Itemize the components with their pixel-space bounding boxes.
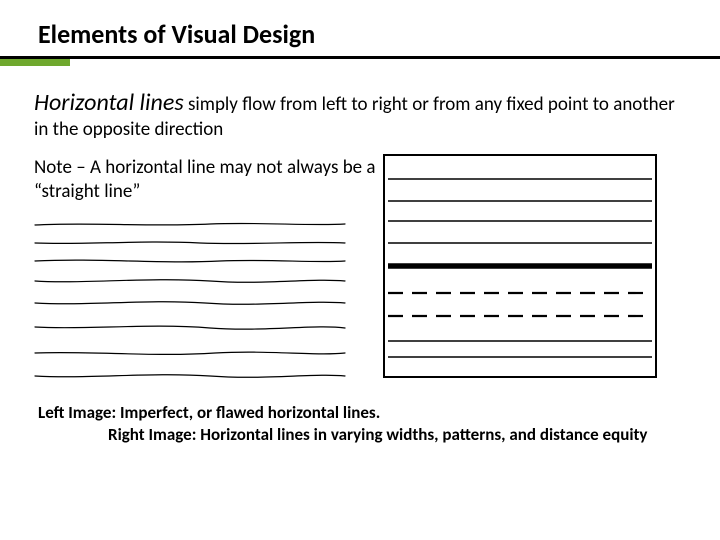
caption-left: Left Image: Imperfect, or flawed horizon… bbox=[38, 402, 690, 423]
captions: Left Image: Imperfect, or flawed horizon… bbox=[38, 402, 690, 445]
intro-lead: Horizontal lines bbox=[34, 88, 184, 117]
title-rule bbox=[30, 56, 690, 70]
figure-left bbox=[30, 211, 350, 386]
note-text: Note – A horizontal line may not always … bbox=[34, 156, 394, 204]
page-title: Elements of Visual Design bbox=[38, 18, 690, 50]
caption-right: Right Image: Horizontal lines in varying… bbox=[108, 424, 690, 445]
figure-right bbox=[380, 151, 660, 381]
intro-text: Horizontal lines simply flow from left t… bbox=[34, 88, 686, 142]
